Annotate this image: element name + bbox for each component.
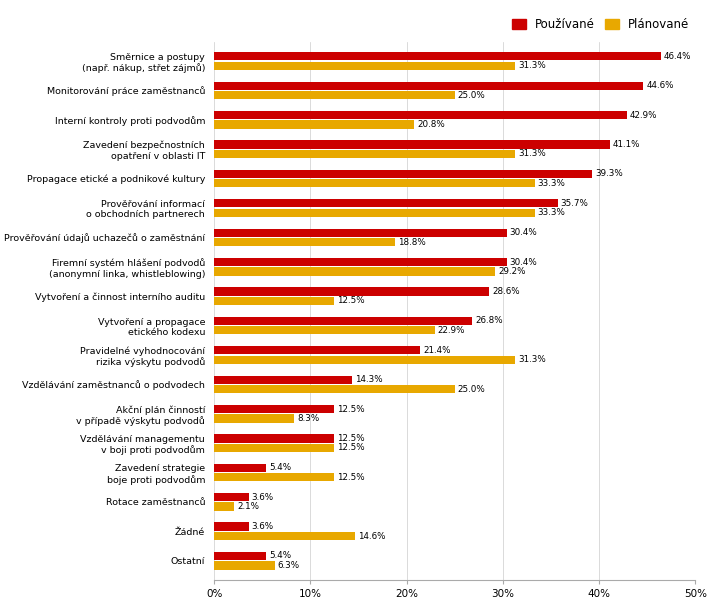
Bar — [214, 238, 395, 246]
Bar — [214, 121, 415, 128]
Bar — [214, 297, 334, 305]
Text: 39.3%: 39.3% — [595, 169, 623, 178]
Text: 3.6%: 3.6% — [252, 522, 274, 531]
Bar — [214, 258, 507, 266]
Bar — [214, 111, 627, 119]
Text: 12.5%: 12.5% — [337, 443, 365, 452]
Bar — [214, 346, 420, 355]
Bar — [214, 170, 592, 178]
Bar — [214, 209, 535, 217]
Text: 12.5%: 12.5% — [337, 434, 365, 443]
Bar — [214, 140, 610, 148]
Text: 44.6%: 44.6% — [646, 81, 674, 90]
Text: 12.5%: 12.5% — [337, 296, 365, 305]
Text: 31.3%: 31.3% — [518, 150, 546, 159]
Bar — [214, 91, 455, 99]
Text: 8.3%: 8.3% — [297, 414, 319, 423]
Legend: Používané, Plánované: Používané, Plánované — [512, 18, 690, 31]
Text: 28.6%: 28.6% — [492, 287, 520, 296]
Text: 2.1%: 2.1% — [237, 502, 260, 511]
Text: 18.8%: 18.8% — [398, 238, 426, 247]
Bar — [214, 376, 352, 384]
Text: 33.3%: 33.3% — [538, 178, 565, 188]
Text: 14.3%: 14.3% — [355, 375, 383, 384]
Text: 31.3%: 31.3% — [518, 61, 546, 70]
Bar — [214, 81, 643, 90]
Bar — [214, 150, 515, 158]
Text: 42.9%: 42.9% — [630, 110, 658, 119]
Bar — [214, 444, 334, 452]
Bar — [214, 561, 275, 569]
Text: 46.4%: 46.4% — [663, 52, 691, 61]
Text: 3.6%: 3.6% — [252, 493, 274, 502]
Bar — [214, 179, 535, 188]
Text: 33.3%: 33.3% — [538, 208, 565, 217]
Text: 20.8%: 20.8% — [417, 120, 445, 129]
Bar — [214, 532, 355, 540]
Bar — [214, 356, 515, 364]
Bar — [214, 199, 557, 207]
Text: 12.5%: 12.5% — [337, 473, 365, 482]
Text: 21.4%: 21.4% — [423, 346, 451, 355]
Bar — [214, 502, 235, 511]
Bar — [214, 267, 495, 276]
Bar — [214, 62, 515, 70]
Bar — [214, 317, 472, 325]
Text: 25.0%: 25.0% — [458, 90, 486, 99]
Bar — [214, 385, 455, 393]
Text: 12.5%: 12.5% — [337, 405, 365, 414]
Bar — [214, 414, 294, 423]
Bar — [214, 522, 249, 531]
Bar — [214, 434, 334, 443]
Bar — [214, 52, 661, 60]
Text: 14.6%: 14.6% — [358, 531, 385, 540]
Text: 6.3%: 6.3% — [278, 561, 300, 570]
Text: 26.8%: 26.8% — [475, 317, 503, 326]
Bar — [214, 473, 334, 481]
Bar — [214, 288, 489, 295]
Bar — [214, 405, 334, 413]
Bar — [214, 229, 507, 237]
Bar — [214, 552, 266, 560]
Text: 41.1%: 41.1% — [613, 140, 640, 149]
Text: 35.7%: 35.7% — [560, 199, 589, 208]
Text: 29.2%: 29.2% — [498, 267, 525, 276]
Text: 25.0%: 25.0% — [458, 385, 486, 394]
Text: 31.3%: 31.3% — [518, 355, 546, 364]
Bar — [214, 493, 249, 501]
Text: 22.9%: 22.9% — [437, 326, 465, 335]
Text: 5.4%: 5.4% — [269, 463, 292, 472]
Text: 30.4%: 30.4% — [510, 257, 538, 267]
Bar — [214, 464, 266, 472]
Text: 30.4%: 30.4% — [510, 228, 538, 237]
Bar — [214, 326, 434, 335]
Text: 5.4%: 5.4% — [269, 552, 292, 561]
